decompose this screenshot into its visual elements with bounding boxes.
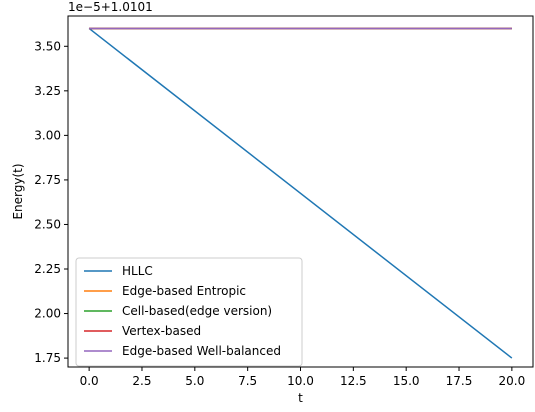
x-tick-label: 17.5 — [446, 374, 473, 388]
legend-entry-label: HLLC — [122, 264, 153, 278]
x-tick-label: 15.0 — [393, 374, 420, 388]
x-tick-label: 12.5 — [340, 374, 367, 388]
y-tick-label: 3.00 — [34, 128, 61, 142]
legend: HLLC Edge-based Entropic Cell-based(edge v… — [75, 257, 303, 367]
x-tick-label: 0.0 — [80, 374, 99, 388]
x-tick-label: 10.0 — [287, 374, 314, 388]
y-tick-label: 3.50 — [34, 39, 61, 53]
x-axis-label: t — [298, 391, 303, 405]
x-tick-label: 20.0 — [499, 374, 526, 388]
legend-entry-label: Vertex-based — [122, 324, 201, 338]
legend-entry-label: Cell-based(edge version) — [122, 304, 272, 318]
y-tick-label: 2.25 — [34, 262, 61, 276]
x-tick-label: 7.5 — [238, 374, 257, 388]
y-tick-label: 1.75 — [34, 351, 61, 365]
y-axis-label: Energy(t) — [11, 163, 25, 219]
legend-entry-label: Edge-based Entropic — [122, 284, 246, 298]
y-tick-label: 3.25 — [34, 84, 61, 98]
series-lines — [88, 27, 513, 359]
y-tick-label: 2.75 — [34, 173, 61, 187]
y-axis-ticks: 1.75 2.00 2.25 2.50 2.75 3.00 3.25 3.50 — [34, 39, 68, 365]
x-tick-label: 2.5 — [132, 374, 151, 388]
y-tick-label: 2.50 — [34, 217, 61, 231]
series-line-1 — [88, 27, 513, 359]
y-tick-label: 2.00 — [34, 307, 61, 321]
legend-entry-label: Edge-based Well-balanced — [122, 344, 281, 358]
y-offset-label: 1e−5+1.0101 — [68, 0, 153, 14]
legend-box — [75, 257, 303, 367]
x-axis-ticks: 0.0 2.5 5.0 7.5 10.0 12.5 15.0 17.5 20.0 — [80, 367, 526, 388]
x-tick-label: 5.0 — [185, 374, 204, 388]
